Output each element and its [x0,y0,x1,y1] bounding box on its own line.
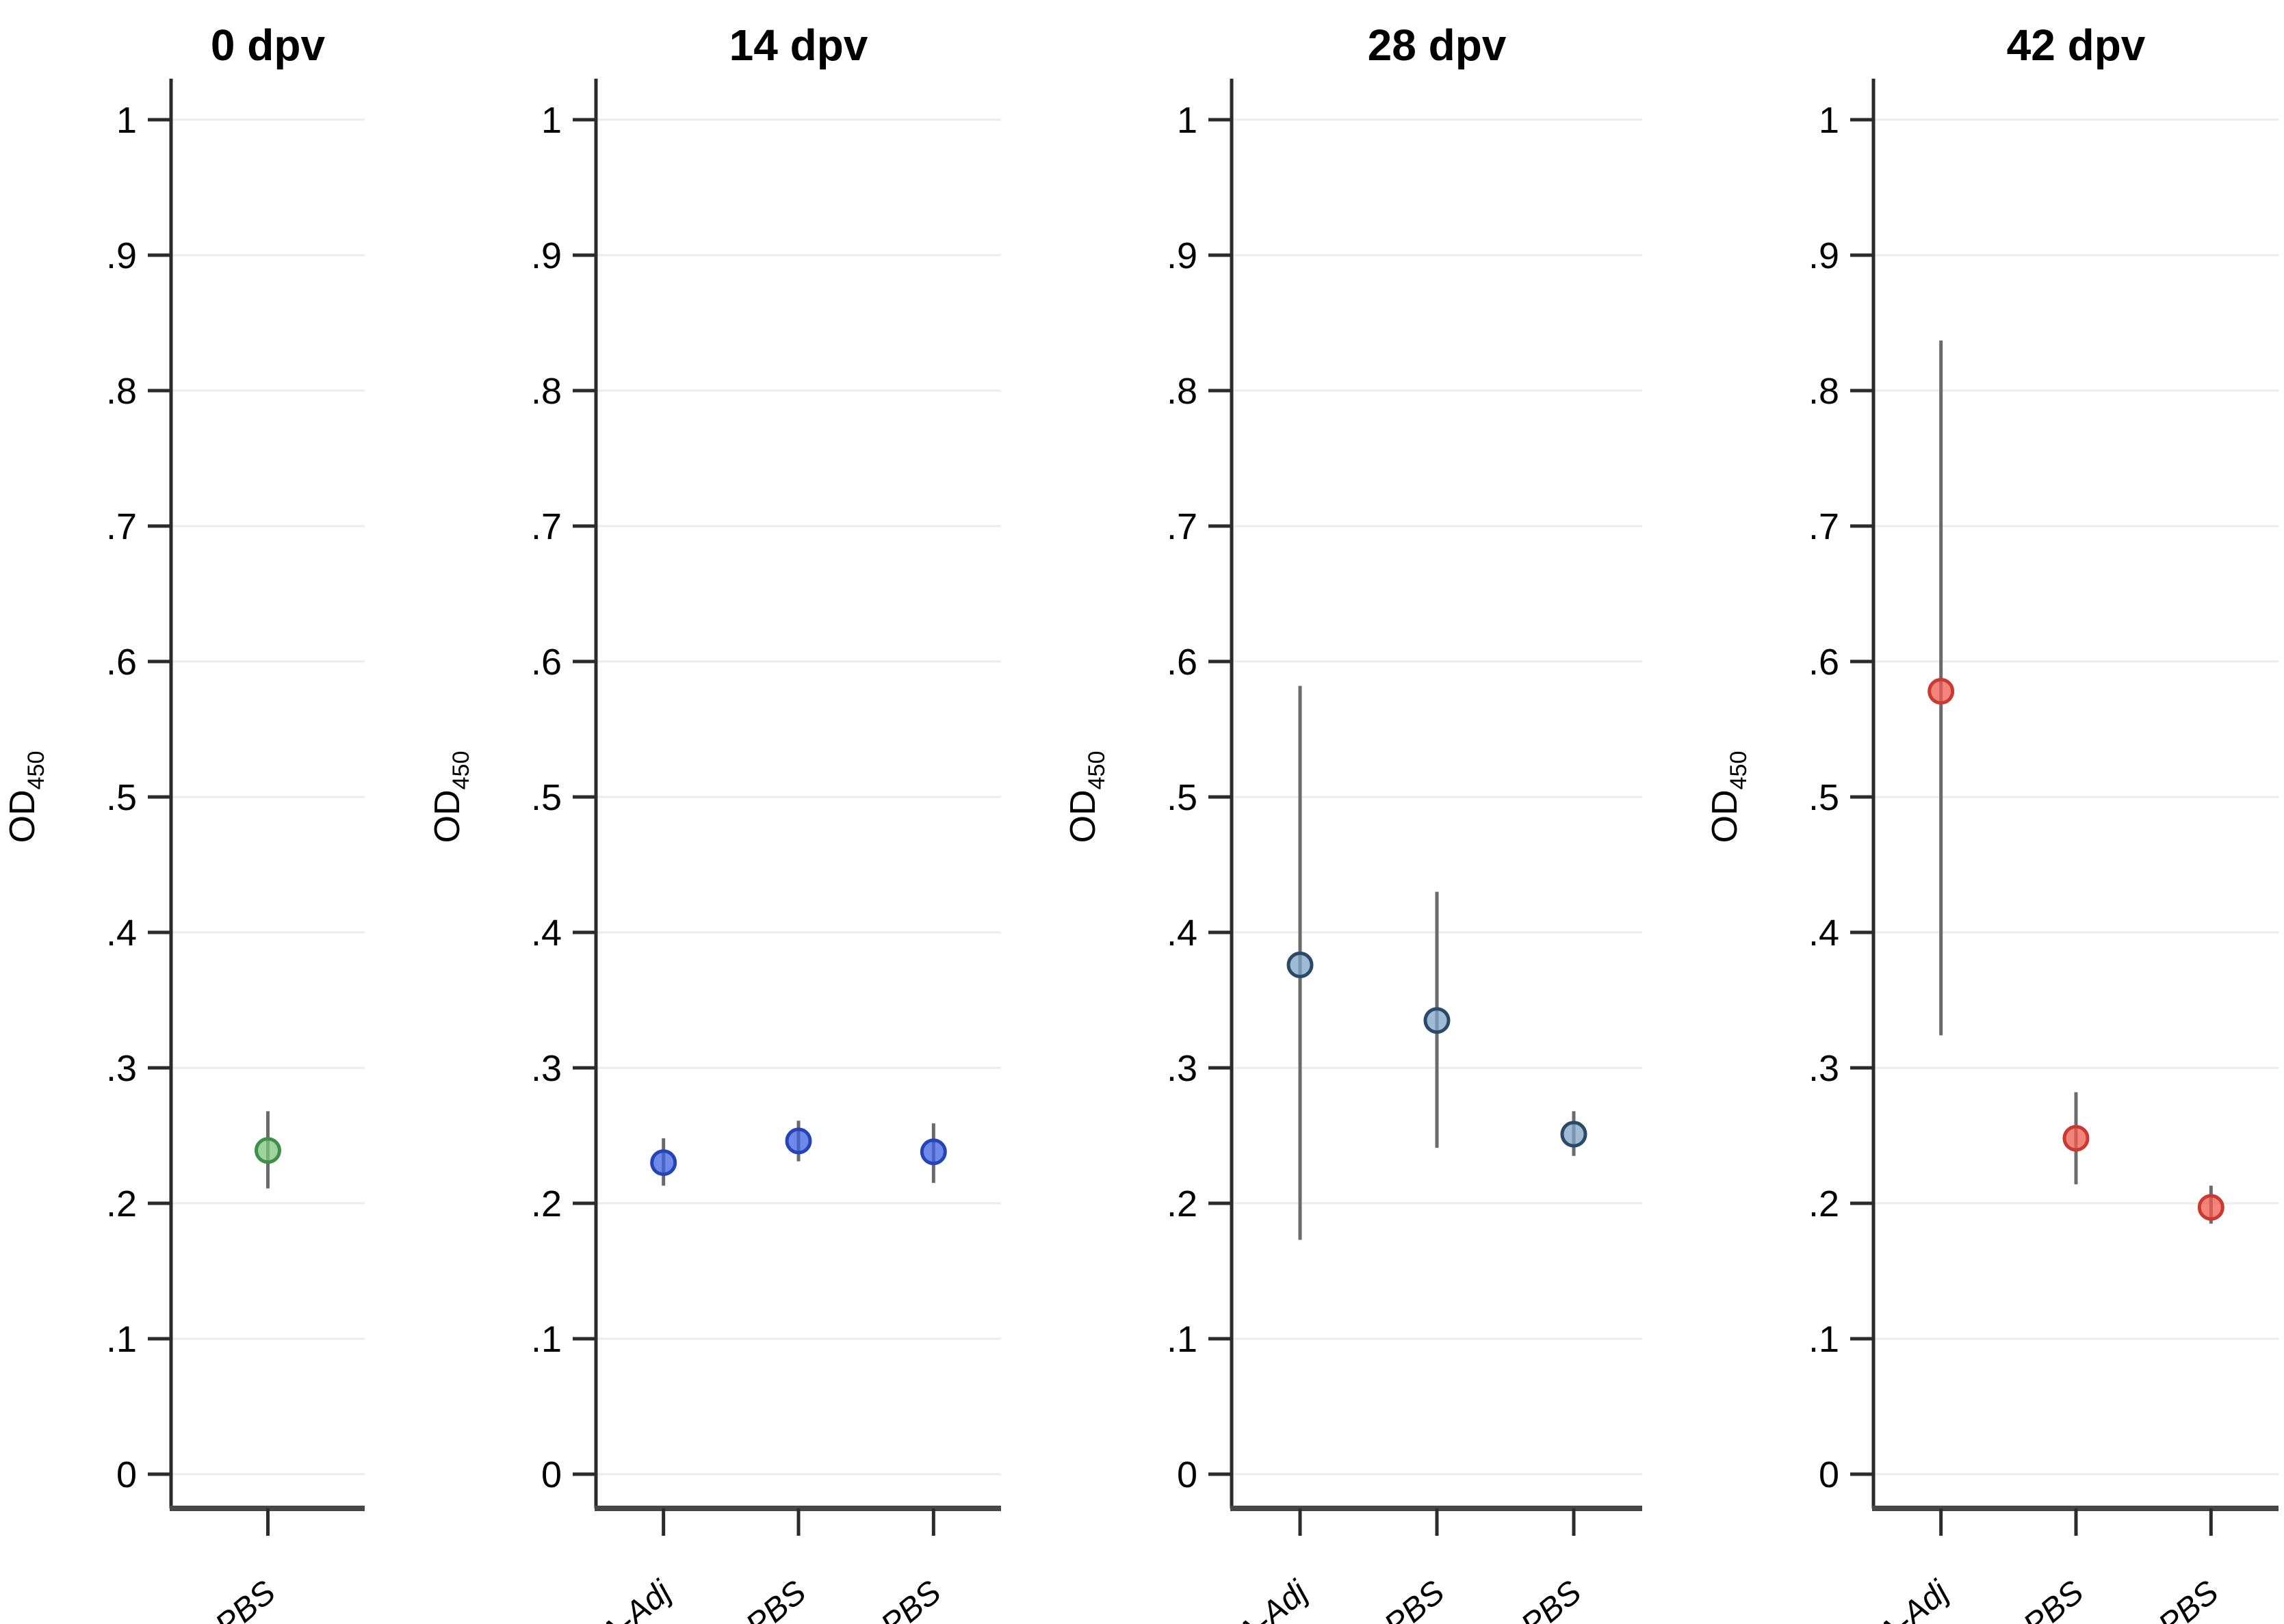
y-tick-label: .4 [1808,913,1839,954]
mean-point-marker [1286,952,1314,979]
y-tick-label: .9 [531,235,562,276]
y-axis-label-subscript: 450 [23,751,49,790]
x-tick-label: BSA-PBS [1958,1574,2090,1624]
y-axis-label-subscript: 450 [1726,751,1752,790]
y-tick-label: .2 [106,1183,137,1224]
y-axis-label: OD450 [3,751,49,843]
y-tick-label: .1 [106,1319,137,1360]
mean-point-marker [2197,1194,2224,1221]
y-tick-label: .8 [1808,371,1839,412]
y-tick-label: .2 [1808,1183,1839,1224]
y-tick-label: .8 [106,371,137,412]
y-tick-label: .1 [531,1319,562,1360]
y-tick-label: .2 [1167,1183,1197,1224]
y-tick-label: 0 [1819,1454,1839,1495]
mean-point-marker [1423,1007,1451,1034]
y-axis-label-main: OD [1705,789,1745,843]
y-axis-label: OD450 [1063,751,1110,843]
y-tick-label: .3 [106,1048,137,1089]
x-tick-label: PBS [1514,1574,1588,1624]
x-tick-label: PBS [874,1574,948,1624]
y-tick-label: 0 [116,1454,137,1495]
y-tick-label: .9 [1167,235,1197,276]
panel-title: 28 dpv [1368,21,1507,70]
mean-point-marker [1560,1121,1587,1148]
y-tick-label: .8 [1167,371,1197,412]
mean-point-marker [255,1137,281,1164]
y-axis-label: OD450 [428,751,474,843]
y-tick-label: .7 [1808,506,1839,547]
x-tick-label: BSA-Adj [1196,1573,1315,1624]
y-tick-label: .9 [106,235,137,276]
y-tick-label: .3 [1808,1048,1839,1089]
y-tick-label: 1 [541,100,562,141]
y-tick-label: 1 [116,100,137,141]
y-tick-label: .1 [1167,1319,1197,1360]
y-axis-label-main: OD [1063,789,1103,843]
y-tick-label: 1 [1177,100,1197,141]
y-tick-label: .7 [1167,506,1197,547]
y-tick-label: 0 [541,1454,562,1495]
y-tick-label: .9 [1808,235,1839,276]
y-axis-label-subscript: 450 [448,751,474,790]
panel-title: 0 dpv [211,21,326,70]
mean-point-marker [650,1149,677,1177]
mean-point-marker [920,1138,947,1166]
y-tick-label: .2 [531,1183,562,1224]
y-tick-label: .7 [531,506,562,547]
y-tick-label: .5 [531,777,562,818]
y-tick-label: 0 [1177,1454,1197,1495]
panel-title: 42 dpv [2007,21,2146,70]
y-tick-label: .8 [531,371,562,412]
y-tick-label: .5 [1167,777,1197,818]
x-tick-label: PBS [209,1574,283,1624]
x-tick-label: BSA-Adj [560,1573,679,1624]
mean-point-marker [1928,678,1955,705]
mean-point-marker [785,1127,812,1155]
y-tick-label: .4 [531,913,562,954]
y-tick-label: .6 [1167,642,1197,683]
y-tick-label: .4 [1167,913,1197,954]
y-tick-label: .5 [1808,777,1839,818]
y-tick-label: .5 [106,777,137,818]
panel-42-dpv: 0 .1 .2 .3 .4 .5 .6 .7 .8 .9 1 42 dpv OD450 BSA-AdjBS… [1705,21,2279,1624]
y-tick-label: .3 [531,1048,562,1089]
panel-0-dpv: 0 .1 .2 .3 .4 .5 .6 .7 .8 .9 1 0 dpv OD450 PBS [3,21,365,1624]
panel-14-dpv: 0 .1 .2 .3 .4 .5 .6 .7 .8 .9 1 14 dpv OD450 BSA-AdjBS… [428,21,1001,1624]
y-tick-label: .7 [106,506,137,547]
y-tick-label: .1 [1808,1319,1839,1360]
x-tick-label: BSA-PBS [1319,1574,1451,1624]
x-tick-label: BSA-Adj [1837,1573,1956,1624]
panel-28-dpv: 0 .1 .2 .3 .4 .5 .6 .7 .8 .9 1 28 dpv OD450 BSA-AdjBS… [1063,21,1642,1624]
mean-point-marker [2062,1125,2090,1152]
y-axis-label-subscript: 450 [1084,751,1110,790]
y-tick-label: .6 [106,642,137,683]
x-tick-label: PBS [2152,1574,2226,1624]
panel-title: 14 dpv [729,21,868,70]
x-tick-label: BSA-PBS [681,1574,813,1624]
y-tick-label: .3 [1167,1048,1197,1089]
y-axis-label-main: OD [3,789,42,843]
y-tick-label: .6 [531,642,562,683]
y-axis-label-main: OD [428,789,467,843]
y-axis-label: OD450 [1705,751,1752,843]
y-tick-label: 1 [1819,100,1839,141]
y-tick-label: .6 [1808,642,1839,683]
y-tick-label: .4 [106,913,137,954]
